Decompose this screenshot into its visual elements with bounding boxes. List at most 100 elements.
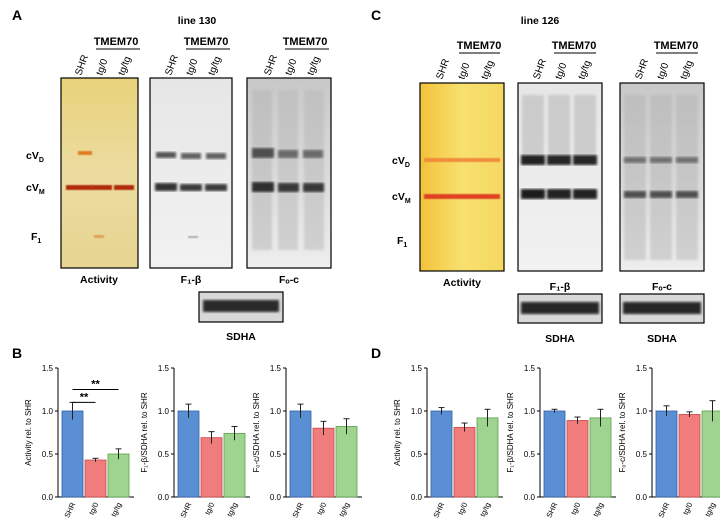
category-label: SHR	[290, 501, 305, 520]
category-label: tg/0	[569, 501, 582, 516]
y-tick-label: 1.0	[636, 407, 648, 416]
band-label-cvm: cVM	[392, 191, 411, 205]
lane-label: tg/0	[456, 61, 472, 81]
y-axis-label: F₁-β/SDHA rel. to SHR	[506, 392, 515, 472]
category-label: SHR	[656, 501, 671, 520]
category-label: tg/0	[87, 501, 100, 516]
category-label: tg/tg	[225, 501, 239, 518]
category-label: tg/0	[456, 501, 469, 516]
band-label-f1: F1	[397, 235, 407, 249]
sdha-blot-a: SDHA	[198, 291, 284, 343]
lane-label: tg/tg	[206, 55, 223, 77]
y-tick-label: 0.0	[411, 493, 423, 502]
bar	[453, 426, 476, 498]
lane-group-label: TMEM70	[184, 36, 229, 48]
y-axis-label: Activity rel. to SHR	[24, 399, 33, 466]
lane-label: tg/0	[184, 57, 200, 77]
y-axis-label: Activity rel. to SHR	[393, 399, 402, 466]
sdha-blot-c-2: SDHA	[619, 293, 705, 345]
y-tick-label: 1.5	[42, 364, 54, 373]
bar	[289, 410, 312, 498]
lane-group-label: TMEM70	[283, 36, 328, 48]
lane-label: SHR	[262, 53, 280, 77]
panel-c-band-labels: cVD cVM F1	[392, 155, 411, 249]
lane-label: SHR	[531, 57, 549, 81]
fo-c-blot-c	[619, 82, 705, 272]
y-tick-label: 0.5	[636, 450, 648, 459]
y-tick-label: 0.0	[270, 493, 282, 502]
category-label: tg/0	[203, 501, 216, 516]
bar	[177, 410, 200, 498]
band-label-f1: F1	[31, 231, 41, 245]
significance-label: **	[80, 391, 89, 403]
bar	[223, 432, 246, 498]
panel-a-lane-labels: SHR tg/0 tg/tg SHR tg/0 tg/tg SHR tg/0 t…	[73, 53, 322, 77]
category-label: SHR	[431, 501, 446, 520]
y-tick-label: 0.0	[636, 493, 648, 502]
activity-gel-c	[419, 82, 505, 272]
y-axis-label: Fₒ-c/SDHA rel. to SHR	[252, 392, 261, 472]
y-tick-label: 1.0	[411, 407, 423, 416]
category-label: SHR	[178, 501, 193, 520]
bar-chart-d-f1-beta: 0.0 0.5 1.0 1.5 F₁-β/SDHA rel. to SHR SHR tg/0…	[506, 364, 616, 519]
category-label: tg/tg	[703, 501, 717, 518]
bar	[200, 437, 223, 498]
bar-chart-d-fo-c: 0.0 0.5 1.0 1.5 Fₒ-c/SDHA rel. to SHR SHR tg/0…	[618, 364, 720, 519]
bar	[61, 410, 84, 498]
bar-chart-b-fo-c: 0.0 0.5 1.0 1.5 Fₒ-c/SDHA rel. to SHR SHR tg/0…	[252, 364, 362, 519]
sdha-blot-c: SDHA	[517, 293, 603, 345]
lane-label: tg/tg	[576, 59, 593, 81]
loading-caption: SDHA	[226, 331, 256, 343]
lane-label: tg/tg	[305, 55, 322, 77]
panel-c-lane-headers: TMEM70 TMEM70 TMEM70	[457, 40, 698, 54]
lane-label: SHR	[434, 57, 452, 81]
panel-letter-b: B	[12, 345, 22, 361]
y-tick-label: 1.0	[524, 407, 536, 416]
y-axis-label: F₁-β/SDHA rel. to SHR	[140, 392, 149, 472]
y-tick-label: 1.5	[636, 364, 648, 373]
y-tick-label: 1.5	[411, 364, 423, 373]
bar	[543, 410, 566, 498]
lane-group-label: TMEM70	[457, 40, 502, 52]
blot-caption-activity: Activity	[80, 274, 118, 286]
panel-letter-c: C	[371, 7, 381, 23]
bar	[589, 417, 612, 498]
panel-c: C line 126 TMEM70 TMEM70 TMEM70 SHR tg/0…	[371, 7, 705, 345]
lane-label: tg/0	[553, 61, 569, 81]
band-label-cvd: cVD	[26, 150, 44, 164]
blot-caption-activity: Activity	[443, 277, 481, 289]
bar	[335, 426, 358, 498]
bar	[430, 410, 453, 498]
lane-label: SHR	[633, 57, 651, 81]
bar	[476, 417, 499, 498]
bar-chart-d-activity: 0.0 0.5 1.0 1.5 Activity rel. to SHR SHR tg/0 t…	[393, 364, 503, 519]
lane-label: tg/tg	[678, 59, 695, 81]
bar	[701, 410, 720, 498]
bar	[84, 459, 107, 498]
lane-label: SHR	[73, 53, 91, 77]
bar	[312, 427, 335, 498]
lane-label: tg/tg	[479, 59, 496, 81]
panel-a-band-labels: cVD cVM F1	[26, 150, 45, 245]
lane-label: tg/tg	[116, 55, 133, 77]
y-tick-label: 1.5	[524, 364, 536, 373]
loading-caption: SDHA	[647, 333, 677, 345]
lane-label: SHR	[163, 53, 181, 77]
category-label: tg/0	[681, 501, 694, 516]
category-label: tg/tg	[337, 501, 351, 518]
y-tick-label: 0.0	[158, 493, 170, 502]
bar	[107, 453, 130, 498]
bar-chart-b-f1-beta: 0.0 0.5 1.0 1.5 F₁-β/SDHA rel. to SHR SHR tg/0…	[140, 364, 250, 519]
panel-letter-d: D	[371, 345, 381, 361]
band-label-cvd: cVD	[392, 155, 410, 169]
category-label: tg/tg	[478, 501, 492, 518]
panel-a: A line 130 TMEM70 TMEM70 TMEM70 SHR tg/0…	[12, 7, 332, 343]
loading-caption: SDHA	[545, 333, 575, 345]
y-axis-label: Fₒ-c/SDHA rel. to SHR	[618, 392, 627, 472]
lane-group-label: TMEM70	[552, 40, 597, 52]
blot-caption-fo-c: Fₒ-c	[652, 281, 672, 293]
y-tick-label: 0.0	[524, 493, 536, 502]
y-tick-label: 0.5	[270, 450, 282, 459]
activity-gel-a	[60, 77, 139, 269]
